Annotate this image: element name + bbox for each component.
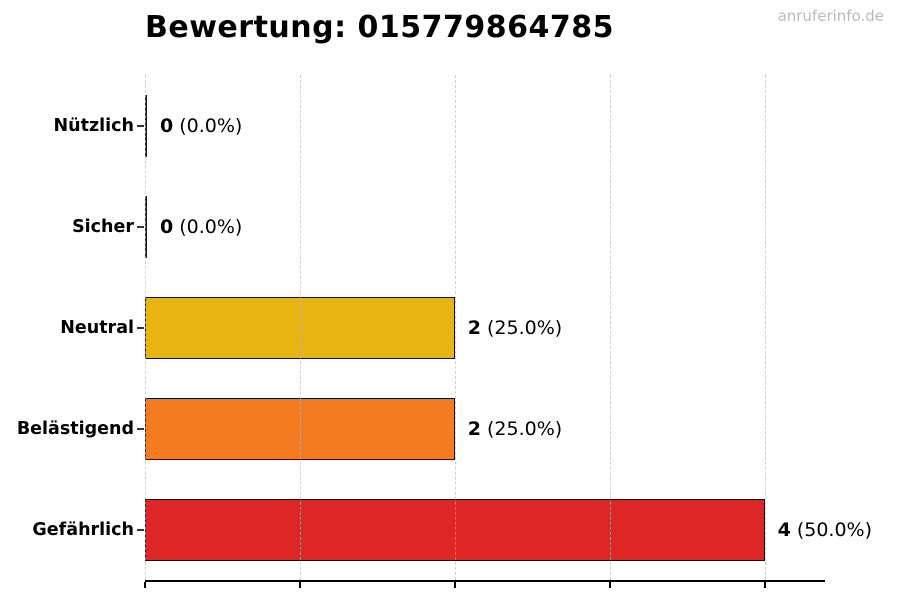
watermark-text: anruferinfo.de: [777, 7, 884, 25]
category-label: Neutral: [60, 317, 134, 338]
bar-row-nuetzlich: Nützlich 0 (0.0%): [54, 75, 825, 176]
value-percent: (0.0%): [179, 215, 243, 238]
x-tick: [453, 582, 456, 588]
value-percent: (0.0%): [179, 114, 243, 137]
bar-neutral: [145, 296, 455, 359]
value-label: 2 (25.0%): [468, 317, 562, 339]
category-label: Belästigend: [16, 418, 134, 439]
plot-area: Nützlich 0 (0.0%) Sicher 0 (0.0%) Neutral: [17, 75, 872, 588]
bar-row-sicher: Sicher 0 (0.0%): [72, 176, 825, 277]
bar-row-belaestigend: Belästigend 2 (25.0%): [17, 378, 825, 479]
y-tick: [137, 124, 144, 127]
x-tick: [763, 582, 766, 588]
y-tick: [137, 528, 144, 531]
category-label: Sicher: [72, 216, 134, 237]
value-count: 0: [160, 114, 174, 137]
value-label: 2 (25.0%): [468, 418, 562, 440]
chart-title: Bewertung: 015779864785: [145, 10, 615, 45]
value-percent: (50.0%): [796, 518, 872, 541]
bar-row-neutral: Neutral 2 (25.0%): [60, 277, 825, 378]
bar-row-gefaehrlich: Gefährlich 4 (50.0%): [32, 479, 872, 580]
value-count: 2: [467, 417, 482, 440]
bar-rows: Nützlich 0 (0.0%) Sicher 0 (0.0%) Neutral: [17, 75, 872, 580]
x-tick: [144, 582, 146, 588]
bar-gefaehrlich: [145, 498, 765, 561]
category-label: Gefährlich: [32, 519, 134, 540]
x-tick: [608, 582, 611, 588]
y-tick: [137, 225, 144, 228]
value-count: 2: [467, 316, 482, 339]
bar-nuetzlich: [145, 94, 147, 157]
value-count: 0: [160, 215, 174, 238]
bar-sicher: [145, 195, 147, 258]
y-tick: [137, 427, 144, 430]
value-percent: (25.0%): [487, 316, 563, 339]
bar-belaestigend: [145, 397, 455, 460]
value-label: 0 (0.0%): [160, 216, 242, 238]
x-tick: [298, 582, 301, 588]
value-percent: (25.0%): [487, 417, 563, 440]
category-label: Nützlich: [53, 115, 135, 136]
value-count: 4: [777, 518, 791, 541]
x-axis-line: [145, 580, 825, 582]
value-label: 4 (50.0%): [778, 519, 872, 541]
y-tick: [137, 326, 144, 329]
value-label: 0 (0.0%): [160, 115, 242, 137]
